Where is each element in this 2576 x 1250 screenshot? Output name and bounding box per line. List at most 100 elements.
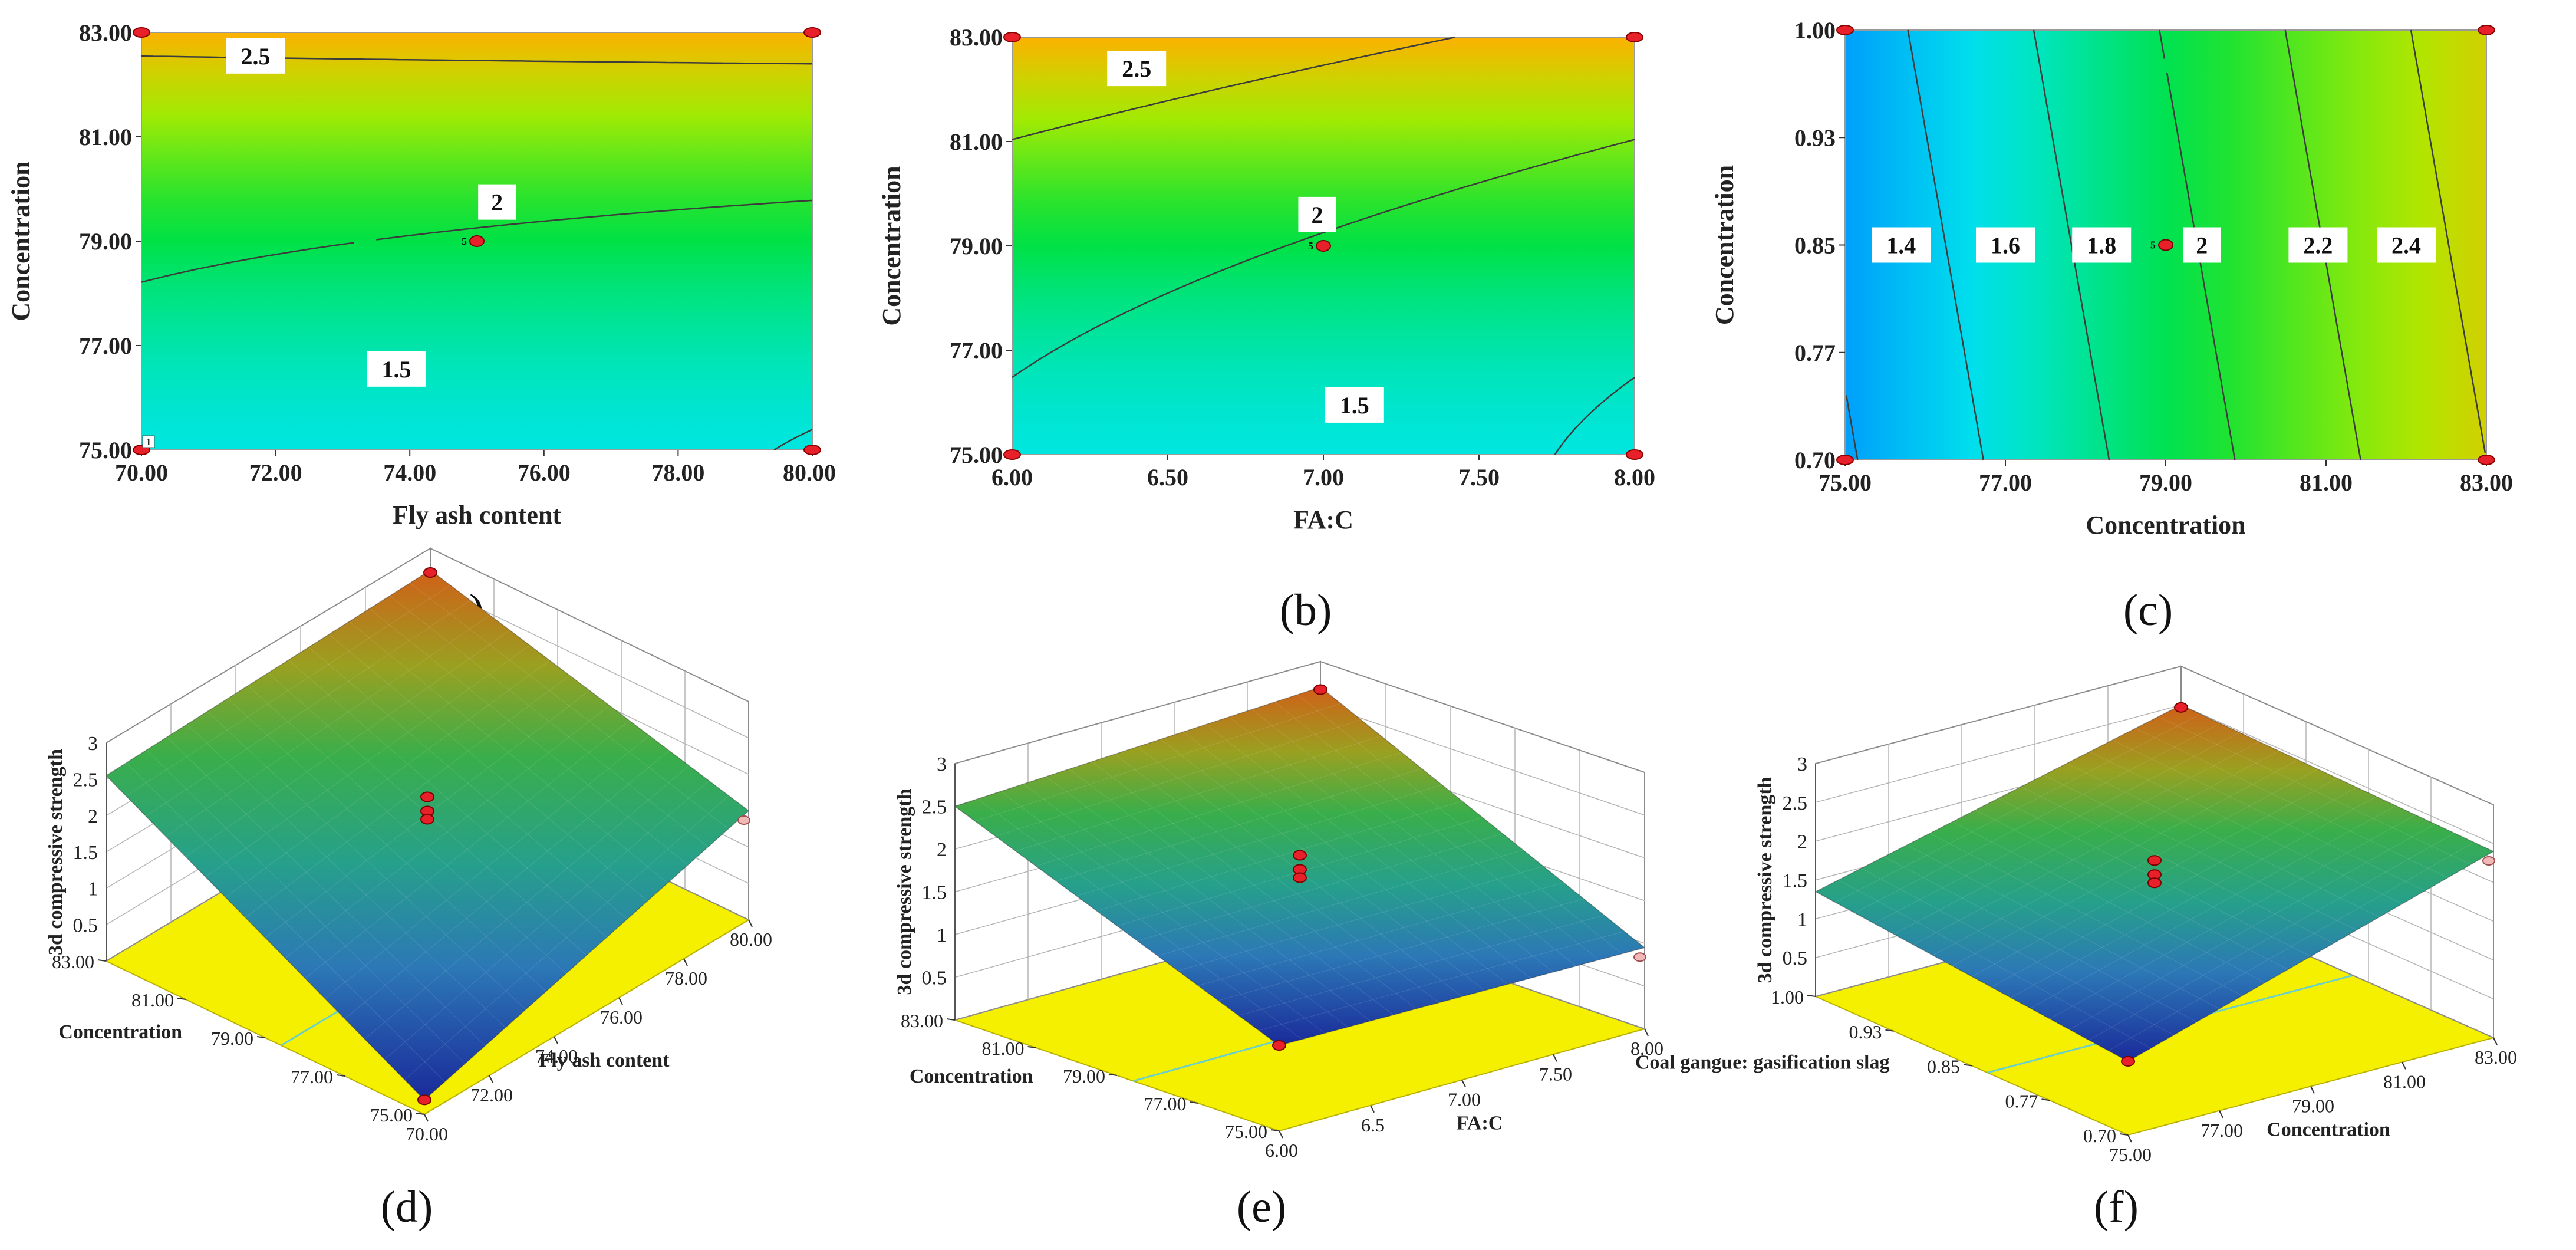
surface-mesh (1834, 713, 2201, 903)
z-tick-label: 1 (937, 925, 947, 946)
surface-mesh (2011, 796, 2377, 998)
surface-mesh (1096, 801, 1462, 912)
left-axis-tick-label: 75.00 (370, 1104, 413, 1126)
surface-mesh (205, 645, 531, 877)
surface-mesh (975, 703, 1341, 822)
surface-mesh (227, 698, 546, 992)
z-tick-label: 3 (1797, 754, 1807, 775)
contour-label: 2 (1311, 202, 1323, 228)
left-axis-tick (2041, 1098, 2050, 1101)
surface-mesh (1000, 791, 1325, 1034)
contour-label: 2 (491, 189, 503, 216)
surface-mesh (308, 647, 628, 920)
contour-label-box (1107, 51, 1167, 87)
surface-mesh (2067, 763, 2380, 917)
right-axis-tick-label: 74.00 (535, 1045, 578, 1067)
z-tick-label: 1.5 (73, 842, 98, 864)
left-axis-tick-label: 79.00 (1063, 1065, 1105, 1087)
left-axis-tick-label: 0.70 (2083, 1125, 2116, 1146)
surface-mesh (187, 724, 506, 1028)
design-point (2478, 25, 2495, 35)
contour-label-box (2072, 227, 2132, 263)
corner-label-box (142, 435, 155, 448)
right-axis-tick-label: 7.50 (1539, 1063, 1572, 1084)
surface-mesh (1198, 882, 1564, 986)
surface-mesh (1076, 784, 1442, 897)
surface-mesh (1884, 856, 2197, 1022)
panel-label: (c) (2123, 585, 2173, 635)
contour-line-2 (1012, 139, 1635, 379)
left-axis-tick-label: 79.00 (211, 1028, 253, 1049)
y-tick-label: 77.00 (79, 333, 132, 359)
right-axis-tick (2127, 1134, 2132, 1143)
z-tick-label: 2 (1797, 831, 1807, 853)
z-tick-label: 0.5 (922, 968, 947, 989)
surface-mesh (2158, 716, 2471, 865)
surface-mesh (207, 711, 526, 1010)
surface-mesh (1861, 868, 2174, 1035)
contour-line-1_5 (1554, 377, 1635, 455)
z-tick-label: 3 (88, 733, 98, 755)
surface-mesh (1274, 702, 1599, 960)
contour-label-box (1872, 227, 1931, 263)
surface-mesh (1874, 732, 2240, 924)
left-axis-tick-label: 83.00 (901, 1010, 943, 1031)
z-axis-title: 3d compressive strength (894, 788, 915, 995)
contour-label-box (226, 38, 285, 74)
right-axis-tick (1644, 1028, 1649, 1037)
surface-panel-f: 0.5 1 1.5 2 2.5 3 3d compressive strength 1.00 0… (1635, 665, 2517, 1232)
left-axis-tick-label: 0.85 (1927, 1056, 1960, 1077)
contour-label-box (2183, 227, 2221, 263)
x-tick-label: 80.00 (783, 459, 836, 486)
y-tick-label: 81.00 (950, 129, 1003, 155)
y-tick-label: 0.93 (1794, 124, 1836, 151)
right-axis-tick (1370, 1105, 1375, 1113)
surface-mesh (1913, 750, 2279, 945)
surface-mesh (1157, 850, 1523, 956)
right-axis-tick (424, 1114, 429, 1122)
z-tick-label: 1 (88, 879, 98, 900)
surface-mesh (410, 583, 729, 830)
design-point (423, 567, 437, 578)
design-point (133, 27, 150, 38)
z-tick-label: 1.5 (1783, 870, 1808, 892)
surface-mesh (146, 600, 470, 817)
surface-mesh (1838, 880, 2151, 1049)
contour-label-box (2288, 227, 2348, 263)
contour-line-1_6 (1907, 29, 1984, 460)
left-axis-tick-label: 77.00 (1144, 1093, 1187, 1114)
contour-label: 1.6 (1991, 232, 2020, 259)
left-axis-tick-label: 81.00 (131, 989, 174, 1011)
design-point (2147, 855, 2162, 866)
left-axis-tick-label: 75.00 (1225, 1121, 1267, 1142)
contour-line-2_5 (141, 55, 813, 65)
contour-label-box (2377, 227, 2436, 263)
x-tick-label: 7.50 (1458, 464, 1500, 491)
contour-label-box (1298, 196, 1336, 232)
right-axis-tick (2219, 1110, 2223, 1119)
design-point (803, 27, 821, 38)
surface-mesh (2021, 786, 2334, 944)
surface-mesh (1259, 931, 1625, 1031)
contour-label: 1.4 (1886, 232, 1916, 259)
left-axis-tick (1807, 995, 1816, 997)
design-point (1003, 449, 1021, 460)
x-tick-label: 7.00 (1303, 464, 1344, 491)
z-tick-label: 2.5 (922, 797, 947, 818)
design-point (1626, 449, 1643, 460)
contour-line-1_8 (2033, 29, 2110, 460)
y-axis-title: Concentration (1710, 165, 1739, 325)
wall-gridline (1320, 703, 1645, 816)
design-point (1626, 32, 1643, 42)
left-axis-tick-label: 0.77 (2005, 1090, 2038, 1111)
y-tick-label: 0.77 (1794, 340, 1836, 366)
right-axis-tick-label: 72.00 (470, 1084, 513, 1106)
left-axis-tick (2119, 1133, 2129, 1136)
surface-mesh (1036, 752, 1402, 867)
z-tick-label: 2 (937, 839, 947, 861)
right-axis-tick (1279, 1130, 1283, 1139)
right-axis-tick-label: 81.00 (2383, 1071, 2426, 1092)
surface-mesh (245, 675, 570, 918)
surface-mesh (2089, 833, 2455, 1041)
right-axis-tick-label: 83.00 (2475, 1047, 2517, 1068)
